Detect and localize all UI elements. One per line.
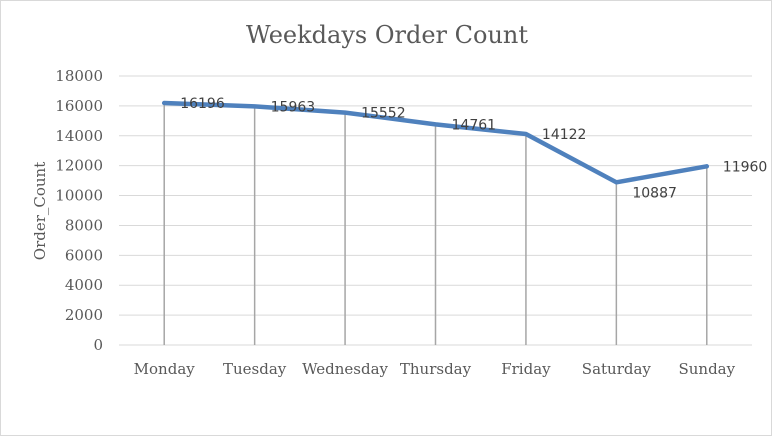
y-tick-label: 12000 [55, 157, 103, 175]
data-label: 15963 [271, 99, 316, 115]
data-label: 16196 [180, 96, 225, 112]
y-axis-label: Order_Count [31, 162, 49, 260]
x-tick-label: Thursday [400, 360, 472, 378]
y-tick-label: 8000 [65, 216, 103, 234]
data-label: 11960 [723, 159, 768, 175]
y-tick-label: 14000 [55, 127, 103, 145]
x-tick-label: Saturday [582, 360, 652, 378]
y-tick-label: 6000 [65, 246, 103, 264]
y-tick-label: 10000 [55, 187, 103, 205]
y-tick-label: 18000 [55, 67, 103, 85]
y-tick-label: 4000 [65, 276, 103, 294]
data-label: 14122 [542, 127, 587, 143]
x-tick-label: Tuesday [223, 360, 287, 378]
y-tick-label: 2000 [65, 306, 103, 324]
y-tick-labels: 0 2000 4000 6000 8000 10000 12000 14000 16000 180… [55, 67, 103, 354]
data-label: 14761 [452, 117, 497, 133]
x-tick-label: Sunday [678, 360, 735, 378]
drop-lines [164, 103, 707, 345]
data-label: 15552 [361, 106, 406, 122]
x-tick-label: Friday [501, 360, 551, 378]
y-tick-label: 0 [93, 336, 103, 354]
x-tick-label: Wednesday [302, 360, 388, 378]
x-tick-labels: Monday Tuesday Wednesday Thursday Friday Satu… [134, 360, 736, 378]
y-tick-label: 16000 [55, 97, 103, 115]
data-labels: 16196 15963 15552 14761 14122 10887 11960 [180, 96, 767, 201]
chart-title: Weekdays Order Count [246, 21, 528, 49]
x-tick-label: Monday [134, 360, 196, 378]
data-label: 10887 [632, 185, 677, 201]
